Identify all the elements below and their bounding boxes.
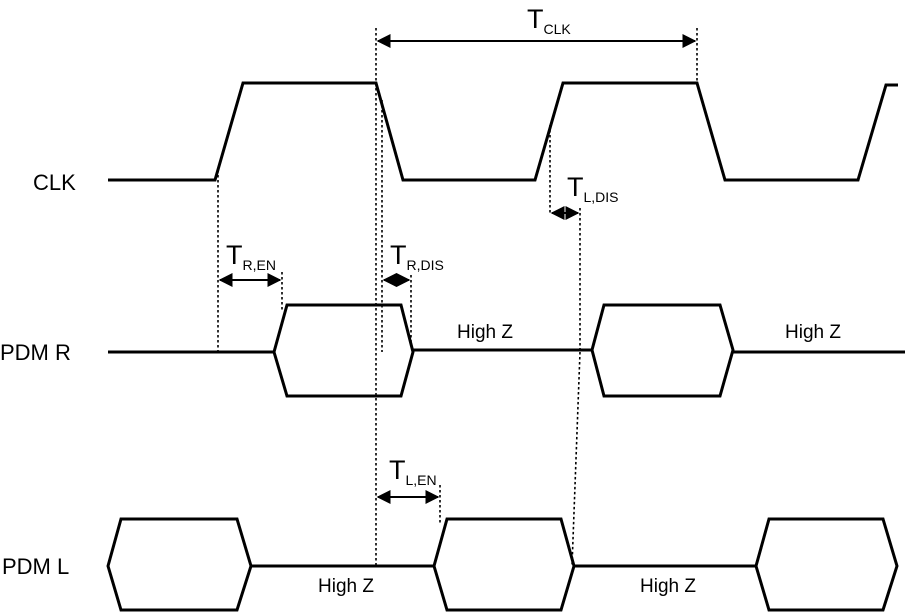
pdm-r-waveform	[108, 303, 905, 398]
pdm-l-waveform	[106, 517, 899, 612]
t-clk-label: TCLK	[527, 4, 571, 37]
high-z-label: High Z	[457, 322, 513, 343]
dimension-arrows	[218, 34, 697, 504]
high-z-label: High Z	[640, 576, 696, 597]
clk-label: CLK	[33, 170, 76, 195]
t-r-dis-label: TR,DIS	[390, 240, 444, 273]
t-l-en-label: TL,EN	[389, 455, 437, 488]
high-z-label: High Z	[318, 576, 374, 597]
t-l-dis-label: TL,DIS	[567, 172, 619, 205]
t-r-en-label: TR,EN	[226, 240, 276, 273]
clk-waveform	[108, 81, 898, 182]
guide-lines	[217, 28, 698, 567]
pdm-r-label: PDM R	[0, 340, 71, 365]
pdm-l-label: PDM L	[2, 554, 69, 579]
high-z-label: High Z	[785, 322, 841, 343]
